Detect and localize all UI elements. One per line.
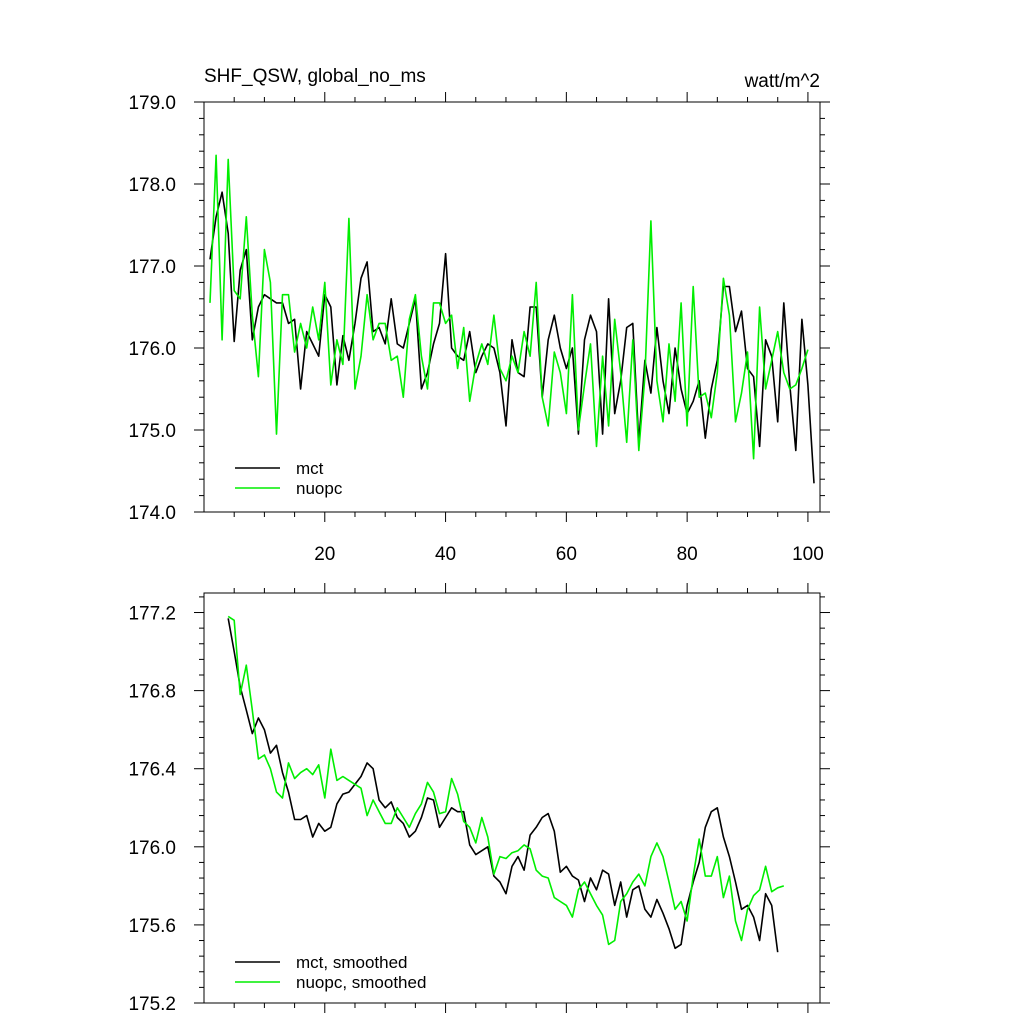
legend-label: nuopc bbox=[296, 479, 343, 498]
chart-title: SHF_QSW, global_no_ms bbox=[204, 66, 426, 87]
legend-label: mct bbox=[296, 459, 324, 478]
y-tick-label: 176.0 bbox=[128, 838, 176, 859]
y-tick-label: 176.8 bbox=[128, 682, 176, 703]
y-tick-label: 175.6 bbox=[128, 916, 176, 937]
y-tick-label: 176.4 bbox=[128, 760, 176, 781]
y-tick-label: 174.0 bbox=[128, 503, 176, 524]
legend-label: nuopc, smoothed bbox=[296, 973, 426, 992]
x-tick-label: 80 bbox=[677, 544, 698, 565]
y-tick-label: 177.0 bbox=[128, 257, 176, 278]
top-panel: 20 40 60 80 100 174.0 175.0 176.0 177.0 178.0 179.… bbox=[128, 92, 830, 565]
plot-frame bbox=[203, 592, 821, 1004]
bottom-panel: 175.2 175.6 176.0 176.4 176.8 177.2 mct, smoot… bbox=[128, 583, 830, 1015]
y-tick-label: 177.2 bbox=[128, 604, 176, 625]
x-tick-label: 100 bbox=[792, 544, 824, 565]
series-line-mct-smoothed bbox=[227, 618, 779, 953]
y-tick-label: 175.2 bbox=[128, 994, 176, 1015]
y-tick-label: 176.0 bbox=[128, 339, 176, 360]
series-line-mct bbox=[209, 191, 815, 484]
x-tick-label: 40 bbox=[435, 544, 456, 565]
series-line-nuopc-smoothed bbox=[227, 615, 785, 946]
y-tick-label: 179.0 bbox=[128, 93, 176, 114]
plot-frame bbox=[203, 101, 821, 513]
y-tick-label: 178.0 bbox=[128, 175, 176, 196]
series-line-nuopc bbox=[209, 154, 809, 460]
x-tick-label: 20 bbox=[314, 544, 335, 565]
legend-label: mct, smoothed bbox=[296, 953, 408, 972]
units-label: watt/m^2 bbox=[744, 71, 820, 92]
y-tick-label: 175.0 bbox=[128, 421, 176, 442]
x-tick-label: 60 bbox=[556, 544, 577, 565]
